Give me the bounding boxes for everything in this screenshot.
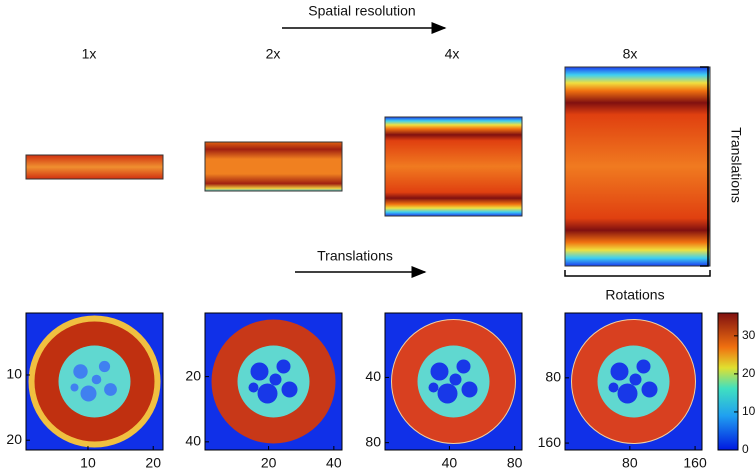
x-tick-label: 40: [326, 455, 342, 471]
image-frame: [384, 312, 523, 451]
bracket: [700, 66, 709, 267]
y-tick-label: 40: [185, 433, 201, 449]
colorbar-tick-label: 0: [742, 442, 749, 456]
column-label: 2x: [266, 46, 281, 62]
colorbar: [717, 312, 739, 451]
image-frame: [564, 312, 703, 451]
bracket: [564, 270, 711, 277]
axis-label: Rotations: [605, 287, 664, 303]
arrow-label: Translations: [317, 248, 393, 264]
image-blob: [617, 383, 638, 404]
x-tick-label: 40: [442, 455, 458, 471]
column-label: 1x: [82, 46, 97, 62]
axis-label: Translations: [728, 127, 744, 203]
image-blob: [80, 385, 97, 402]
image-blob: [250, 362, 269, 381]
image-blob: [104, 383, 117, 396]
image-blob: [456, 359, 471, 374]
image-frame: [25, 312, 164, 451]
x-tick-label: 10: [80, 455, 96, 471]
sinogram: [25, 154, 164, 180]
image-frame: [204, 312, 343, 451]
image-blob: [610, 362, 629, 381]
y-tick-label: 20: [6, 431, 22, 447]
image-blob: [98, 360, 111, 373]
sinogram: [564, 66, 711, 267]
image-blob: [428, 382, 439, 393]
image-blob: [269, 373, 282, 386]
image-blob: [608, 382, 619, 393]
image-blob: [629, 373, 642, 386]
title: Spatial resolution: [308, 3, 415, 19]
column-label: 8x: [623, 46, 638, 62]
image-blob: [437, 383, 458, 404]
y-tick-label: 160: [538, 434, 562, 450]
image-blob: [281, 381, 298, 398]
image-blob: [257, 383, 278, 404]
image-blob: [70, 383, 79, 392]
x-tick-label: 80: [507, 455, 523, 471]
image-blob: [91, 374, 102, 385]
x-tick-label: 20: [145, 455, 161, 471]
image-blob: [73, 364, 88, 379]
image-blob: [248, 382, 259, 393]
column-label: 4x: [445, 46, 460, 62]
x-tick-label: 80: [622, 455, 638, 471]
y-tick-label: 20: [185, 367, 201, 383]
y-tick-label: 80: [365, 433, 381, 449]
y-tick-label: 40: [365, 368, 381, 384]
x-tick-label: 160: [683, 455, 707, 471]
image-blob: [449, 373, 462, 386]
colorbar-tick-label: 20: [742, 366, 756, 380]
colorbar-tick-label: 30: [742, 328, 756, 342]
sinogram: [204, 141, 343, 192]
image-blob: [430, 362, 449, 381]
image-blob: [641, 381, 658, 398]
y-tick-label: 80: [545, 369, 561, 385]
colorbar-tick-label: 10: [742, 404, 756, 418]
image-blob: [276, 359, 291, 374]
sinogram: [384, 116, 523, 217]
x-tick-label: 20: [261, 455, 277, 471]
image-blob: [461, 381, 478, 398]
image-blob: [636, 359, 651, 374]
y-tick-label: 10: [6, 366, 22, 382]
